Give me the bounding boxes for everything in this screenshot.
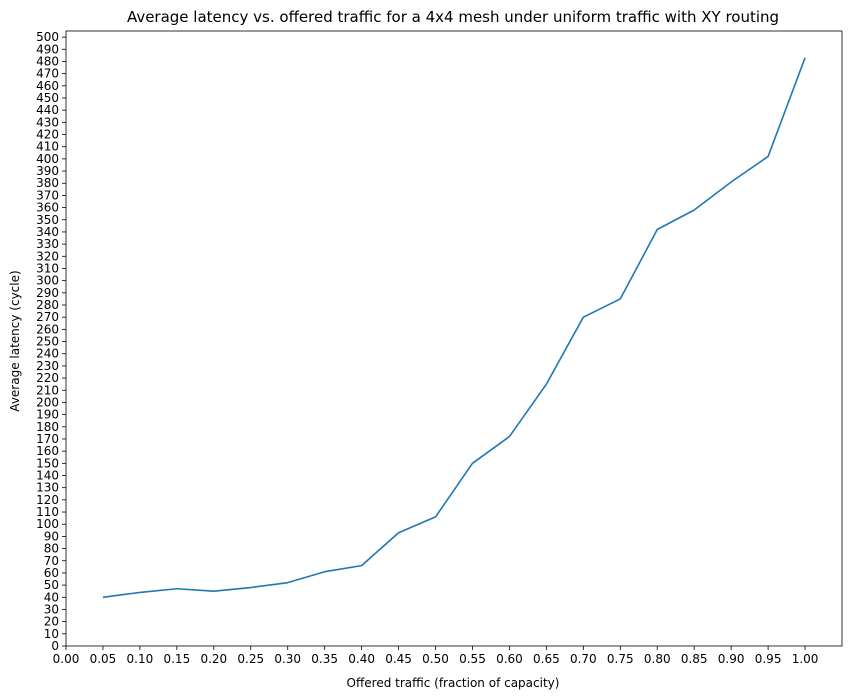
y-tick-label: 230	[36, 359, 59, 373]
x-tick-label: 0.95	[755, 652, 782, 666]
x-tick-label: 0.90	[718, 652, 745, 666]
y-tick-label: 240	[36, 347, 59, 361]
chart-title: Average latency vs. offered traffic for …	[127, 8, 779, 26]
y-tick-label: 490	[36, 42, 59, 56]
x-tick-label: 0.80	[644, 652, 671, 666]
y-tick-label: 400	[36, 152, 59, 166]
x-tick-label: 0.35	[311, 652, 338, 666]
y-tick-label: 410	[36, 140, 59, 154]
y-tick-label: 270	[36, 310, 59, 324]
y-tick-label: 30	[44, 602, 59, 616]
y-tick-label: 310	[36, 261, 59, 275]
y-tick-label: 420	[36, 128, 59, 142]
y-tick-label: 390	[36, 164, 59, 178]
x-tick-label: 0.30	[274, 652, 301, 666]
x-tick-label: 0.85	[681, 652, 708, 666]
y-tick-label: 300	[36, 274, 59, 288]
y-tick-label: 260	[36, 322, 59, 336]
x-tick-label: 0.00	[53, 652, 80, 666]
x-tick-label: 0.65	[533, 652, 560, 666]
y-tick-label: 250	[36, 335, 59, 349]
y-tick-label: 330	[36, 237, 59, 251]
x-tick-label: 0.60	[496, 652, 523, 666]
series-line	[102, 57, 806, 599]
y-tick-label: 280	[36, 298, 59, 312]
y-tick-label: 170	[36, 432, 59, 446]
x-tick-label: 0.55	[459, 652, 486, 666]
y-tick-label: 40	[44, 590, 59, 604]
y-tick-label: 470	[36, 67, 59, 81]
y-tick-label: 200	[36, 395, 59, 409]
y-tick-label: 430	[36, 115, 59, 129]
y-tick-label: 380	[36, 176, 59, 190]
x-tick-label: 0.70	[570, 652, 597, 666]
y-tick-label: 190	[36, 408, 59, 422]
y-tick-label: 500	[36, 30, 59, 44]
y-tick-label: 450	[36, 91, 59, 105]
y-tick-label: 350	[36, 213, 59, 227]
x-tick-label: 1.00	[792, 652, 819, 666]
y-tick-label: 160	[36, 444, 59, 458]
x-tick-label: 0.50	[422, 652, 449, 666]
y-tick-label: 90	[44, 529, 59, 543]
x-axis-label: Offered traffic (fraction of capacity)	[347, 676, 560, 690]
plot-frame	[65, 30, 843, 647]
y-tick-label: 100	[36, 517, 59, 531]
x-tick-label: 0.40	[348, 652, 375, 666]
plot-area	[102, 57, 806, 599]
y-tick-label: 10	[44, 627, 59, 641]
x-tick-label: 0.10	[127, 652, 154, 666]
y-tick-label: 20	[44, 615, 59, 629]
y-tick-label: 150	[36, 456, 59, 470]
y-tick-label: 320	[36, 249, 59, 263]
ticks: 0.00 0.05 0.10 0.15 0.20 0.25 0.30 0.35 0.40 0.45…	[36, 30, 818, 666]
y-tick-label: 290	[36, 286, 59, 300]
y-tick-label: 0	[51, 639, 59, 653]
x-tick-label: 0.75	[607, 652, 634, 666]
y-tick-label: 370	[36, 188, 59, 202]
y-tick-label: 360	[36, 201, 59, 215]
y-tick-label: 440	[36, 103, 59, 117]
y-tick-label: 210	[36, 383, 59, 397]
y-tick-label: 60	[44, 566, 59, 580]
y-tick-label: 340	[36, 225, 59, 239]
x-tick-label: 0.25	[237, 652, 264, 666]
y-tick-label: 460	[36, 79, 59, 93]
y-tick-label: 70	[44, 554, 59, 568]
x-tick-label: 0.45	[385, 652, 412, 666]
y-tick-label: 120	[36, 493, 59, 507]
x-tick-label: 0.15	[163, 652, 190, 666]
y-tick-label: 80	[44, 542, 59, 556]
y-tick-label: 220	[36, 371, 59, 385]
y-tick-label: 130	[36, 481, 59, 495]
x-tick-label: 0.20	[200, 652, 227, 666]
y-tick-label: 480	[36, 54, 59, 68]
y-tick-label: 110	[36, 505, 59, 519]
y-tick-label: 140	[36, 469, 59, 483]
y-axis-label: Average latency (cycle)	[8, 270, 22, 411]
y-tick-label: 180	[36, 420, 59, 434]
y-tick-label: 50	[44, 578, 59, 592]
axes	[65, 30, 843, 647]
x-tick-label: 0.05	[90, 652, 117, 666]
